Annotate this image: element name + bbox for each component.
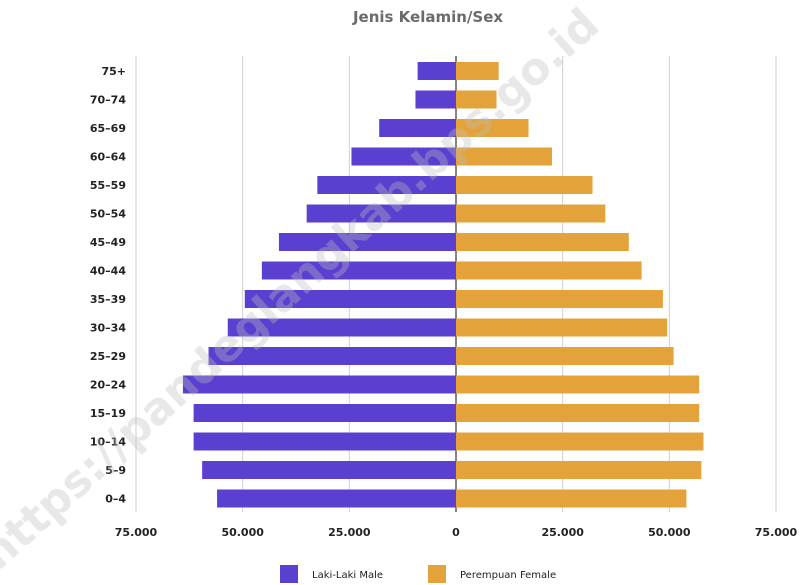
bar-male-3 — [351, 147, 456, 166]
bars — [182, 62, 704, 508]
legend-swatch — [280, 565, 298, 583]
y-tick-label: 25–29 — [90, 350, 126, 363]
chart-title: Jenis Kelamin/Sex — [352, 8, 503, 26]
y-tick-label: 45–49 — [90, 236, 126, 249]
y-tick-label: 75+ — [101, 65, 126, 78]
bar-female-3 — [456, 147, 552, 166]
y-tick-label: 55–59 — [90, 179, 126, 192]
y-tick-label: 40–44 — [90, 265, 126, 278]
bar-male-15 — [217, 489, 456, 508]
bar-female-6 — [456, 233, 629, 251]
y-tick-label: 30–34 — [90, 322, 126, 335]
x-tick-label: 50.000 — [221, 526, 264, 539]
bar-female-8 — [456, 290, 663, 308]
bar-male-0 — [417, 62, 456, 80]
x-tick-label: 0 — [452, 526, 460, 539]
bar-female-10 — [456, 347, 674, 365]
x-tick-label: 75.000 — [755, 526, 798, 539]
legend-label: Perempuan Female — [460, 570, 556, 581]
bar-male-5 — [306, 204, 456, 223]
x-tick-label: 25.000 — [328, 526, 371, 539]
x-axis-tick-labels: 75.000 50.000 25.000 0 25.000 50.000 75.000 — [115, 526, 798, 539]
bar-female-13 — [456, 432, 704, 451]
bar-female-0 — [456, 62, 499, 80]
bar-male-12 — [193, 404, 456, 422]
x-tick-label: 50.000 — [648, 526, 691, 539]
bar-female-12 — [456, 404, 700, 422]
y-tick-label: 70–74 — [90, 94, 126, 107]
bar-male-6 — [278, 233, 456, 251]
bar-male-9 — [227, 318, 456, 337]
bar-male-10 — [208, 347, 456, 365]
y-tick-label: 10–14 — [90, 436, 126, 449]
y-tick-label: 65–69 — [90, 122, 126, 135]
bar-female-14 — [456, 461, 702, 479]
bar-male-4 — [317, 176, 456, 194]
bar-male-7 — [261, 261, 456, 280]
y-tick-label: 60–64 — [90, 151, 126, 164]
bar-female-11 — [456, 375, 700, 394]
y-tick-label: 50–54 — [90, 208, 126, 221]
bar-male-13 — [193, 432, 456, 451]
x-tick-label: 75.000 — [115, 526, 158, 539]
bar-female-2 — [456, 119, 529, 137]
bar-male-8 — [244, 290, 456, 308]
bar-female-1 — [456, 90, 497, 109]
bar-female-5 — [456, 204, 606, 223]
legend-label: Laki-Laki Male — [312, 570, 383, 581]
bar-male-11 — [182, 375, 456, 394]
y-tick-label: 35–39 — [90, 293, 126, 306]
bar-male-2 — [379, 119, 456, 137]
y-tick-label: 20–24 — [90, 379, 126, 392]
legend: Laki-Laki Male Perempuan Female — [280, 565, 556, 583]
y-tick-label: 15–19 — [90, 407, 126, 420]
bar-female-15 — [456, 489, 687, 508]
x-tick-label: 25.000 — [541, 526, 584, 539]
bar-female-4 — [456, 176, 593, 194]
bar-female-9 — [456, 318, 668, 337]
bar-male-14 — [202, 461, 456, 479]
y-tick-label: 0–4 — [105, 493, 126, 506]
legend-swatch — [428, 565, 446, 583]
bar-female-7 — [456, 261, 642, 280]
bar-male-1 — [415, 90, 456, 109]
y-axis-tick-labels: 75+ 70–74 65–69 60–64 55–59 50–54 45–49 40–44 35… — [90, 65, 126, 506]
y-tick-label: 5–9 — [105, 464, 126, 477]
